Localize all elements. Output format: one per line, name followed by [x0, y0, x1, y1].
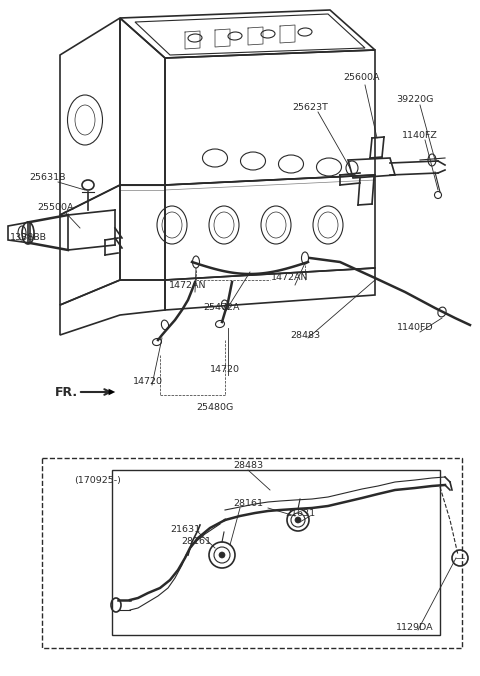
Text: 28161: 28161	[233, 500, 263, 508]
Text: 39220G: 39220G	[396, 95, 434, 105]
Text: 1338BB: 1338BB	[10, 233, 47, 243]
Text: 1129DA: 1129DA	[396, 623, 434, 633]
Text: 25623T: 25623T	[292, 103, 328, 112]
Text: FR.: FR.	[55, 385, 78, 398]
Bar	[112, 470, 440, 635]
Text: 25472A: 25472A	[204, 304, 240, 312]
Text: 28161: 28161	[181, 537, 211, 546]
Bar	[42, 458, 462, 648]
Circle shape	[295, 517, 301, 523]
Text: 1472AN: 1472AN	[271, 274, 309, 283]
Text: 1472AN: 1472AN	[169, 281, 207, 289]
Text: 25500A: 25500A	[38, 203, 74, 212]
Text: 28483: 28483	[290, 331, 320, 339]
Text: 1140FD: 1140FD	[396, 324, 433, 333]
Text: 14720: 14720	[210, 366, 240, 375]
Text: 25631B: 25631B	[30, 174, 66, 183]
Text: 21631: 21631	[170, 525, 200, 535]
Circle shape	[219, 552, 225, 558]
Text: 14720: 14720	[133, 377, 163, 387]
Text: 21631: 21631	[285, 510, 315, 518]
Text: 1140FZ: 1140FZ	[402, 130, 438, 139]
Text: 28483: 28483	[233, 462, 263, 470]
Text: 25600A: 25600A	[344, 74, 380, 82]
Text: 25480G: 25480G	[196, 404, 234, 412]
Text: (170925-): (170925-)	[74, 475, 121, 485]
